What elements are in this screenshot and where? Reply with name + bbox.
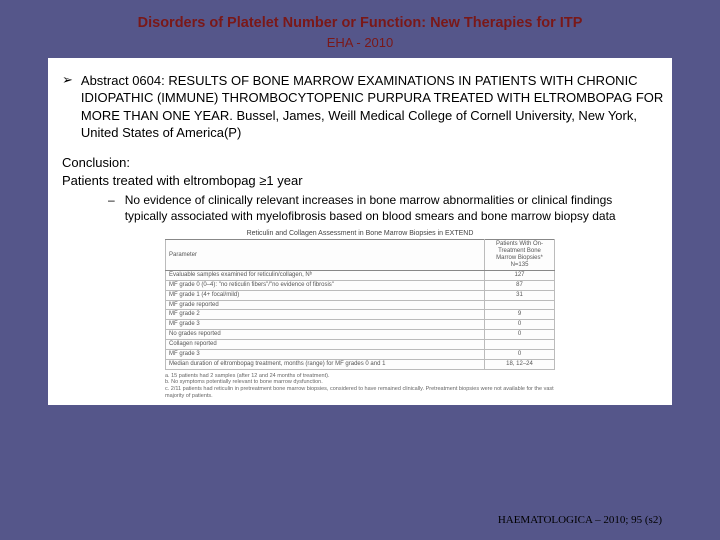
- table-row: MF grade reported: [166, 300, 555, 310]
- table-cell-value: 0: [485, 350, 555, 360]
- table-cell-param: MF grade reported: [166, 300, 485, 310]
- table-cell-param: Evaluable samples examined for reticulin…: [166, 270, 485, 280]
- table-cell-param: MF grade 1 (4+ focal/mild): [166, 290, 485, 300]
- data-table: Reticulin and Collagen Assessment in Bon…: [165, 230, 555, 369]
- table-cell-param: Median duration of eltrombopag treatment…: [166, 359, 485, 369]
- conclusion-heading: Conclusion:: [62, 154, 658, 172]
- footnote-line: c. 2/11 patients had reticulin in pretre…: [165, 386, 555, 399]
- conclusion-line: Patients treated with eltrombopag ≥1 yea…: [62, 172, 658, 190]
- footnote-line: b. No symptoms potentially relevant to b…: [165, 379, 555, 386]
- table-row: MF grade 30: [166, 320, 555, 330]
- table-cell-param: No grades reported: [166, 330, 485, 340]
- table-cell-value: [485, 300, 555, 310]
- table-row: MF grade 0 (0–4): "no reticulin fibers"/…: [166, 280, 555, 290]
- table-row: MF grade 30: [166, 350, 555, 360]
- table-cell-param: MF grade 3: [166, 350, 485, 360]
- bullet-arrow-icon: ➢: [62, 72, 73, 88]
- table-cell-value: [485, 340, 555, 350]
- table-row: Evaluable samples examined for reticulin…: [166, 270, 555, 280]
- slide-title: Disorders of Platelet Number or Function…: [0, 0, 720, 35]
- abstract-row: ➢ Abstract 0604: RESULTS OF BONE MARROW …: [56, 72, 664, 142]
- conclusion-block: Conclusion: Patients treated with eltrom…: [62, 154, 658, 189]
- table-cell-param: MF grade 0 (0–4): "no reticulin fibers"/…: [166, 280, 485, 290]
- table-cell-value: 31: [485, 290, 555, 300]
- table-caption: Reticulin and Collagen Assessment in Bon…: [165, 230, 555, 239]
- table-row: MF grade 29: [166, 310, 555, 320]
- table-cell-value: 127: [485, 270, 555, 280]
- table-cell-value: 0: [485, 320, 555, 330]
- footnote-line: a. 15 patients had 2 samples (after 12 a…: [165, 373, 555, 380]
- content-box: ➢ Abstract 0604: RESULTS OF BONE MARROW …: [48, 58, 672, 405]
- table-row: MF grade 1 (4+ focal/mild)31: [166, 290, 555, 300]
- conclusion-sub-bullet: – No evidence of clinically relevant inc…: [108, 193, 654, 224]
- conclusion-sub-text: No evidence of clinically relevant incre…: [125, 193, 654, 224]
- table-cell-value: 18, 12–24: [485, 359, 555, 369]
- table-header-row: Parameter Patients With On-Treatment Bon…: [166, 240, 555, 271]
- dash-icon: –: [108, 193, 115, 207]
- table-cell-param: MF grade 2: [166, 310, 485, 320]
- table-row: Median duration of eltrombopag treatment…: [166, 359, 555, 369]
- slide-subtitle: EHA - 2010: [0, 35, 720, 50]
- table-header-param: Parameter: [166, 240, 485, 271]
- table-header-value: Patients With On-Treatment Bone Marrow B…: [485, 240, 555, 271]
- table-cell-value: 9: [485, 310, 555, 320]
- table-cell-value: 0: [485, 330, 555, 340]
- table-footnotes: a. 15 patients had 2 samples (after 12 a…: [165, 373, 555, 399]
- table-cell-param: Collagen reported: [166, 340, 485, 350]
- table-cell-value: 87: [485, 280, 555, 290]
- abstract-text: Abstract 0604: RESULTS OF BONE MARROW EX…: [81, 72, 664, 142]
- table-cell-param: MF grade 3: [166, 320, 485, 330]
- citation: HAEMATOLOGICA – 2010; 95 (s2): [498, 514, 662, 526]
- table-row: Collagen reported: [166, 340, 555, 350]
- table-row: No grades reported0: [166, 330, 555, 340]
